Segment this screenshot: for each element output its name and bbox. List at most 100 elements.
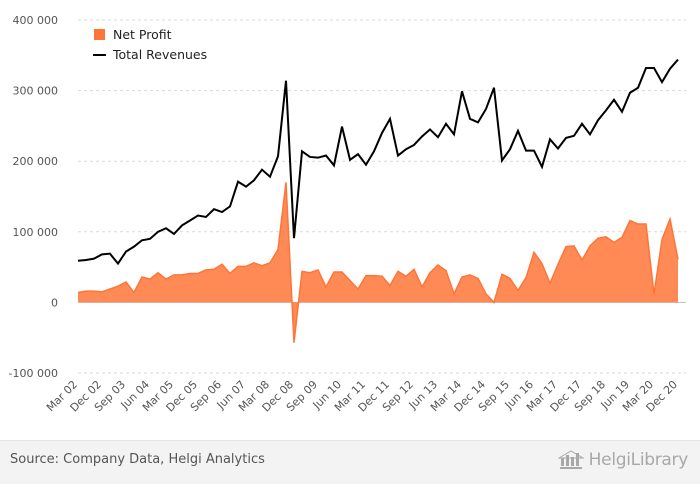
total-revenues-point — [517, 129, 520, 132]
net-profit-point — [501, 273, 504, 276]
total-revenues-point — [109, 252, 112, 255]
total-revenues-point — [357, 153, 360, 156]
total-revenues-point — [677, 58, 680, 61]
legend-swatch-net-profit — [94, 29, 105, 40]
total-revenues-point — [181, 224, 184, 227]
net-profit-point — [77, 291, 80, 294]
total-revenues-point — [285, 79, 288, 82]
total-revenues-point — [365, 163, 368, 166]
net-profit-point — [477, 277, 480, 280]
total-revenues-point — [429, 128, 432, 131]
net-profit-point — [509, 277, 512, 280]
net-profit-point — [341, 271, 344, 274]
total-revenues-point — [477, 121, 480, 124]
net-profit-point — [85, 290, 88, 293]
total-revenues-point — [373, 150, 376, 153]
net-profit-line — [77, 182, 679, 343]
legend: Net Profit Total Revenues — [93, 27, 207, 62]
net-profit-point — [277, 248, 280, 251]
net-profit-point — [445, 269, 448, 272]
total-revenues-point — [293, 237, 296, 240]
net-profit-point — [173, 273, 176, 276]
source-text: Source: Company Data, Helgi Analytics — [10, 452, 265, 467]
total-revenues-point — [469, 117, 472, 120]
net-profit-point — [485, 292, 488, 295]
total-revenues-point — [509, 148, 512, 151]
net-profit-point — [357, 287, 360, 290]
net-profit-point — [141, 275, 144, 278]
total-revenues-point — [653, 67, 656, 70]
logo-text: HelgiLibrary — [588, 450, 689, 470]
total-revenues-point — [325, 154, 328, 157]
total-revenues-point — [669, 67, 672, 70]
total-revenues-point — [461, 90, 464, 93]
net-profit-point — [541, 262, 544, 265]
total-revenues-point — [77, 259, 80, 262]
total-revenues-point — [437, 136, 440, 139]
total-revenues-point — [349, 158, 352, 161]
net-profit-point — [525, 276, 528, 279]
y-axis-ticks: -100 000 0 100 000 200 000 300 000 400 000 — [9, 14, 58, 380]
net-profit-point — [661, 238, 664, 241]
total-revenues-point — [573, 134, 576, 137]
net-profit-point — [301, 270, 304, 273]
net-profit-point — [109, 287, 112, 290]
net-profit-point — [325, 285, 328, 288]
net-profit-point — [261, 264, 264, 267]
net-profit-point — [125, 280, 128, 283]
net-profit-point — [93, 290, 96, 293]
net-profit-area — [78, 182, 678, 343]
total-revenues-point — [549, 138, 552, 141]
chart: -100 000 0 100 000 200 000 300 000 400 000 Ma… — [9, 14, 686, 415]
total-revenues-point — [165, 227, 168, 230]
net-profit-point — [285, 181, 288, 184]
total-revenues-point — [413, 143, 416, 146]
total-revenues-point — [149, 237, 152, 240]
net-profit-point — [349, 279, 352, 282]
net-profit-point — [189, 272, 192, 275]
total-revenues-point — [269, 175, 272, 178]
net-profit-point — [677, 258, 680, 261]
total-revenues-point — [237, 180, 240, 183]
library-icon — [557, 450, 584, 469]
total-revenues-point — [213, 208, 216, 211]
y-tick-label: 100 000 — [13, 226, 59, 239]
net-profit-point — [653, 292, 656, 295]
net-profit-point — [581, 259, 584, 262]
net-profit-point — [405, 275, 408, 278]
total-revenues-point — [557, 147, 560, 150]
net-profit-point — [333, 271, 336, 274]
net-profit-point — [133, 291, 136, 294]
y-tick-label: -100 000 — [9, 367, 58, 380]
total-revenues-point — [445, 122, 448, 125]
total-revenues-point — [133, 245, 136, 248]
total-revenues-point — [141, 239, 144, 242]
net-profit-point — [397, 270, 400, 273]
total-revenues-point — [125, 250, 128, 253]
total-revenues-point — [493, 86, 496, 89]
total-revenues-point — [245, 185, 248, 188]
net-profit-point — [221, 263, 224, 266]
total-revenues-point — [565, 136, 568, 139]
net-profit-point — [293, 341, 296, 344]
net-profit-point — [669, 218, 672, 221]
net-profit-point — [181, 273, 184, 276]
net-profit-point — [157, 271, 160, 274]
y-tick-label: 200 000 — [13, 155, 59, 168]
net-profit-point — [101, 290, 104, 293]
y-tick-label: 400 000 — [13, 14, 59, 27]
net-profit-point — [461, 275, 464, 278]
net-profit-point — [117, 285, 120, 288]
net-profit-point — [437, 263, 440, 266]
total-revenues-point — [405, 148, 408, 151]
total-revenues-point — [157, 230, 160, 233]
total-revenues-point — [205, 215, 208, 218]
total-revenues-point — [533, 149, 536, 152]
net-profit-point — [565, 245, 568, 248]
total-revenues-point — [485, 107, 488, 110]
net-profit-point — [557, 263, 560, 266]
net-profit-point — [149, 278, 152, 281]
total-revenues-point — [341, 125, 344, 128]
total-revenues-point — [589, 133, 592, 136]
